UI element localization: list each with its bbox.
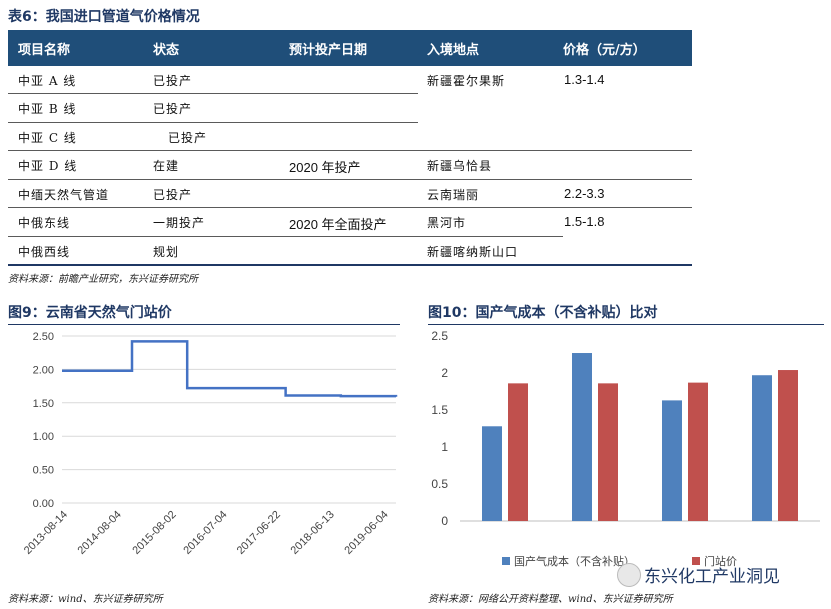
fig10-legend-label: 门站价 [704,554,737,568]
wechat-icon [617,563,641,587]
fig9-gridlines [62,335,396,504]
fig10-y-tick-label: 0 [441,514,448,528]
fig9-caption: 图9：云南省天然气门站价 [8,305,172,321]
fig9-x-tick-label: 2014-08-04 [76,509,124,557]
fig9-chart: 0.00 0.50 1.00 1.50 2.00 2.50 2013-08-14 2014-… [22,331,398,557]
row-divider [8,207,692,208]
table-header [8,30,692,66]
row3-name: 中亚 C 线 [18,131,77,145]
fig9-series [62,340,398,398]
row7-entry: 新疆喀纳斯山口 [427,245,519,259]
header-project-name: 项目名称 [18,43,71,58]
row6-price: 1.5-1.8 [564,214,605,229]
fig10-y-tick-label: 1 [441,440,448,454]
row2-name: 中亚 B 线 [18,102,77,116]
fig9-y-tick-label: 0.00 [33,498,54,510]
fig9-y-tick-label: 2.50 [33,331,54,343]
fig10-legend-swatch [692,557,700,565]
fig9-x-tick-label: 2019-06-04 [342,509,390,557]
fig9-x-ticks: 2013-08-14 2014-08-04 2015-08-02 2016-07-04… [22,509,391,557]
fig9-rule [8,324,400,325]
fig10-bar-domestic-cost [482,426,502,521]
fig10-legend-label: 国产气成本（不含补贴） [514,554,635,568]
row4-name: 中亚 D 线 [18,159,78,173]
row1-status: 已投产 [153,74,193,88]
row5-name: 中缅天然气管道 [18,188,110,202]
fig9-y-tick-label: 1.50 [33,398,54,410]
row6-date: 2020 年全面投产 [289,217,387,232]
row1-name: 中亚 A 线 [18,74,77,88]
row1-entry: 新疆霍尔果斯 [427,74,506,88]
fig10-y-tick-label: 2 [441,366,448,380]
table-bottom-rule [8,264,692,266]
fig10-bar-gate-price [688,382,708,521]
fig9-line-series [62,340,398,398]
row4-entry: 新疆乌恰县 [427,159,493,173]
row5-entry: 云南瑞丽 [427,188,480,202]
fig9-y-tick-label: 1.00 [33,431,54,443]
fig10-bar-gate-price [778,370,798,521]
fig10-bars [482,353,798,521]
fig9-x-tick-label: 2016-07-04 [181,509,229,557]
fig10-y-tick-label: 0.5 [431,477,448,491]
row1-price: 1.3-1.4 [564,72,605,87]
row-divider [8,236,563,237]
row4-status: 在建 [153,159,180,173]
fig10-bar-gate-price [508,383,528,521]
fig10-legend-swatch [502,557,510,565]
row-divider [8,179,692,180]
row3-status: 已投产 [168,131,208,145]
fig10-rule [428,324,824,325]
row7-name: 中俄西线 [18,245,71,259]
row2-status: 已投产 [153,102,193,116]
fig10-y-tick-label: 1.5 [431,403,448,417]
row6-status: 一期投产 [153,216,206,230]
fig10-bar-gate-price [598,383,618,521]
watermark-text: 东兴化工产业洞见 [644,567,780,587]
fig10-bar-domestic-cost [752,375,772,521]
fig9-y-ticks: 0.00 0.50 1.00 1.50 2.00 2.50 [33,331,54,510]
fig9-x-tick-label: 2015-08-02 [130,509,178,557]
fig10-chart: 0 0.5 1 1.5 2 2.5 国产气成本（不含补贴） 门站价 [431,329,820,568]
fig9-x-tick-label: 2013-08-14 [22,509,70,557]
row-divider [8,93,418,94]
row6-name: 中俄东线 [18,216,71,230]
fig10-source: 资料来源：网络公开资料整理、wind、东兴证券研究所 [428,594,673,605]
fig9-x-tick-label: 2017-06-22 [235,509,283,557]
row5-price: 2.2-3.3 [564,186,605,201]
header-status: 状态 [153,43,180,58]
header-price: 价格（元/方） [563,43,646,58]
fig9-x-tick-label: 2018-06-13 [289,509,337,557]
table-source: 资料来源：前瞻产业研究，东兴证券研究所 [8,274,198,285]
row4-date: 2020 年投产 [289,160,361,175]
row6-entry: 黑河市 [427,216,467,230]
fig10-bar-domestic-cost [662,400,682,521]
fig9-y-tick-label: 2.00 [33,364,54,376]
fig10-y-tick-label: 2.5 [431,329,448,343]
header-expected-date: 预计投产日期 [289,43,368,58]
row5-status: 已投产 [153,188,193,202]
fig9-y-tick-label: 0.50 [33,465,54,477]
header-entry-point: 入境地点 [427,43,480,58]
fig10-legend: 国产气成本（不含补贴） 门站价 [502,554,737,568]
fig10-caption: 图10：国产气成本（不含补贴）比对 [428,305,658,321]
table-caption: 表6：我国进口管道气价格情况 [8,9,200,25]
fig10-bar-domestic-cost [572,353,592,521]
row7-status: 规划 [153,245,180,259]
fig9-source: 资料来源：wind、东兴证券研究所 [8,594,163,605]
row-divider [8,150,692,151]
row-divider [8,122,418,123]
